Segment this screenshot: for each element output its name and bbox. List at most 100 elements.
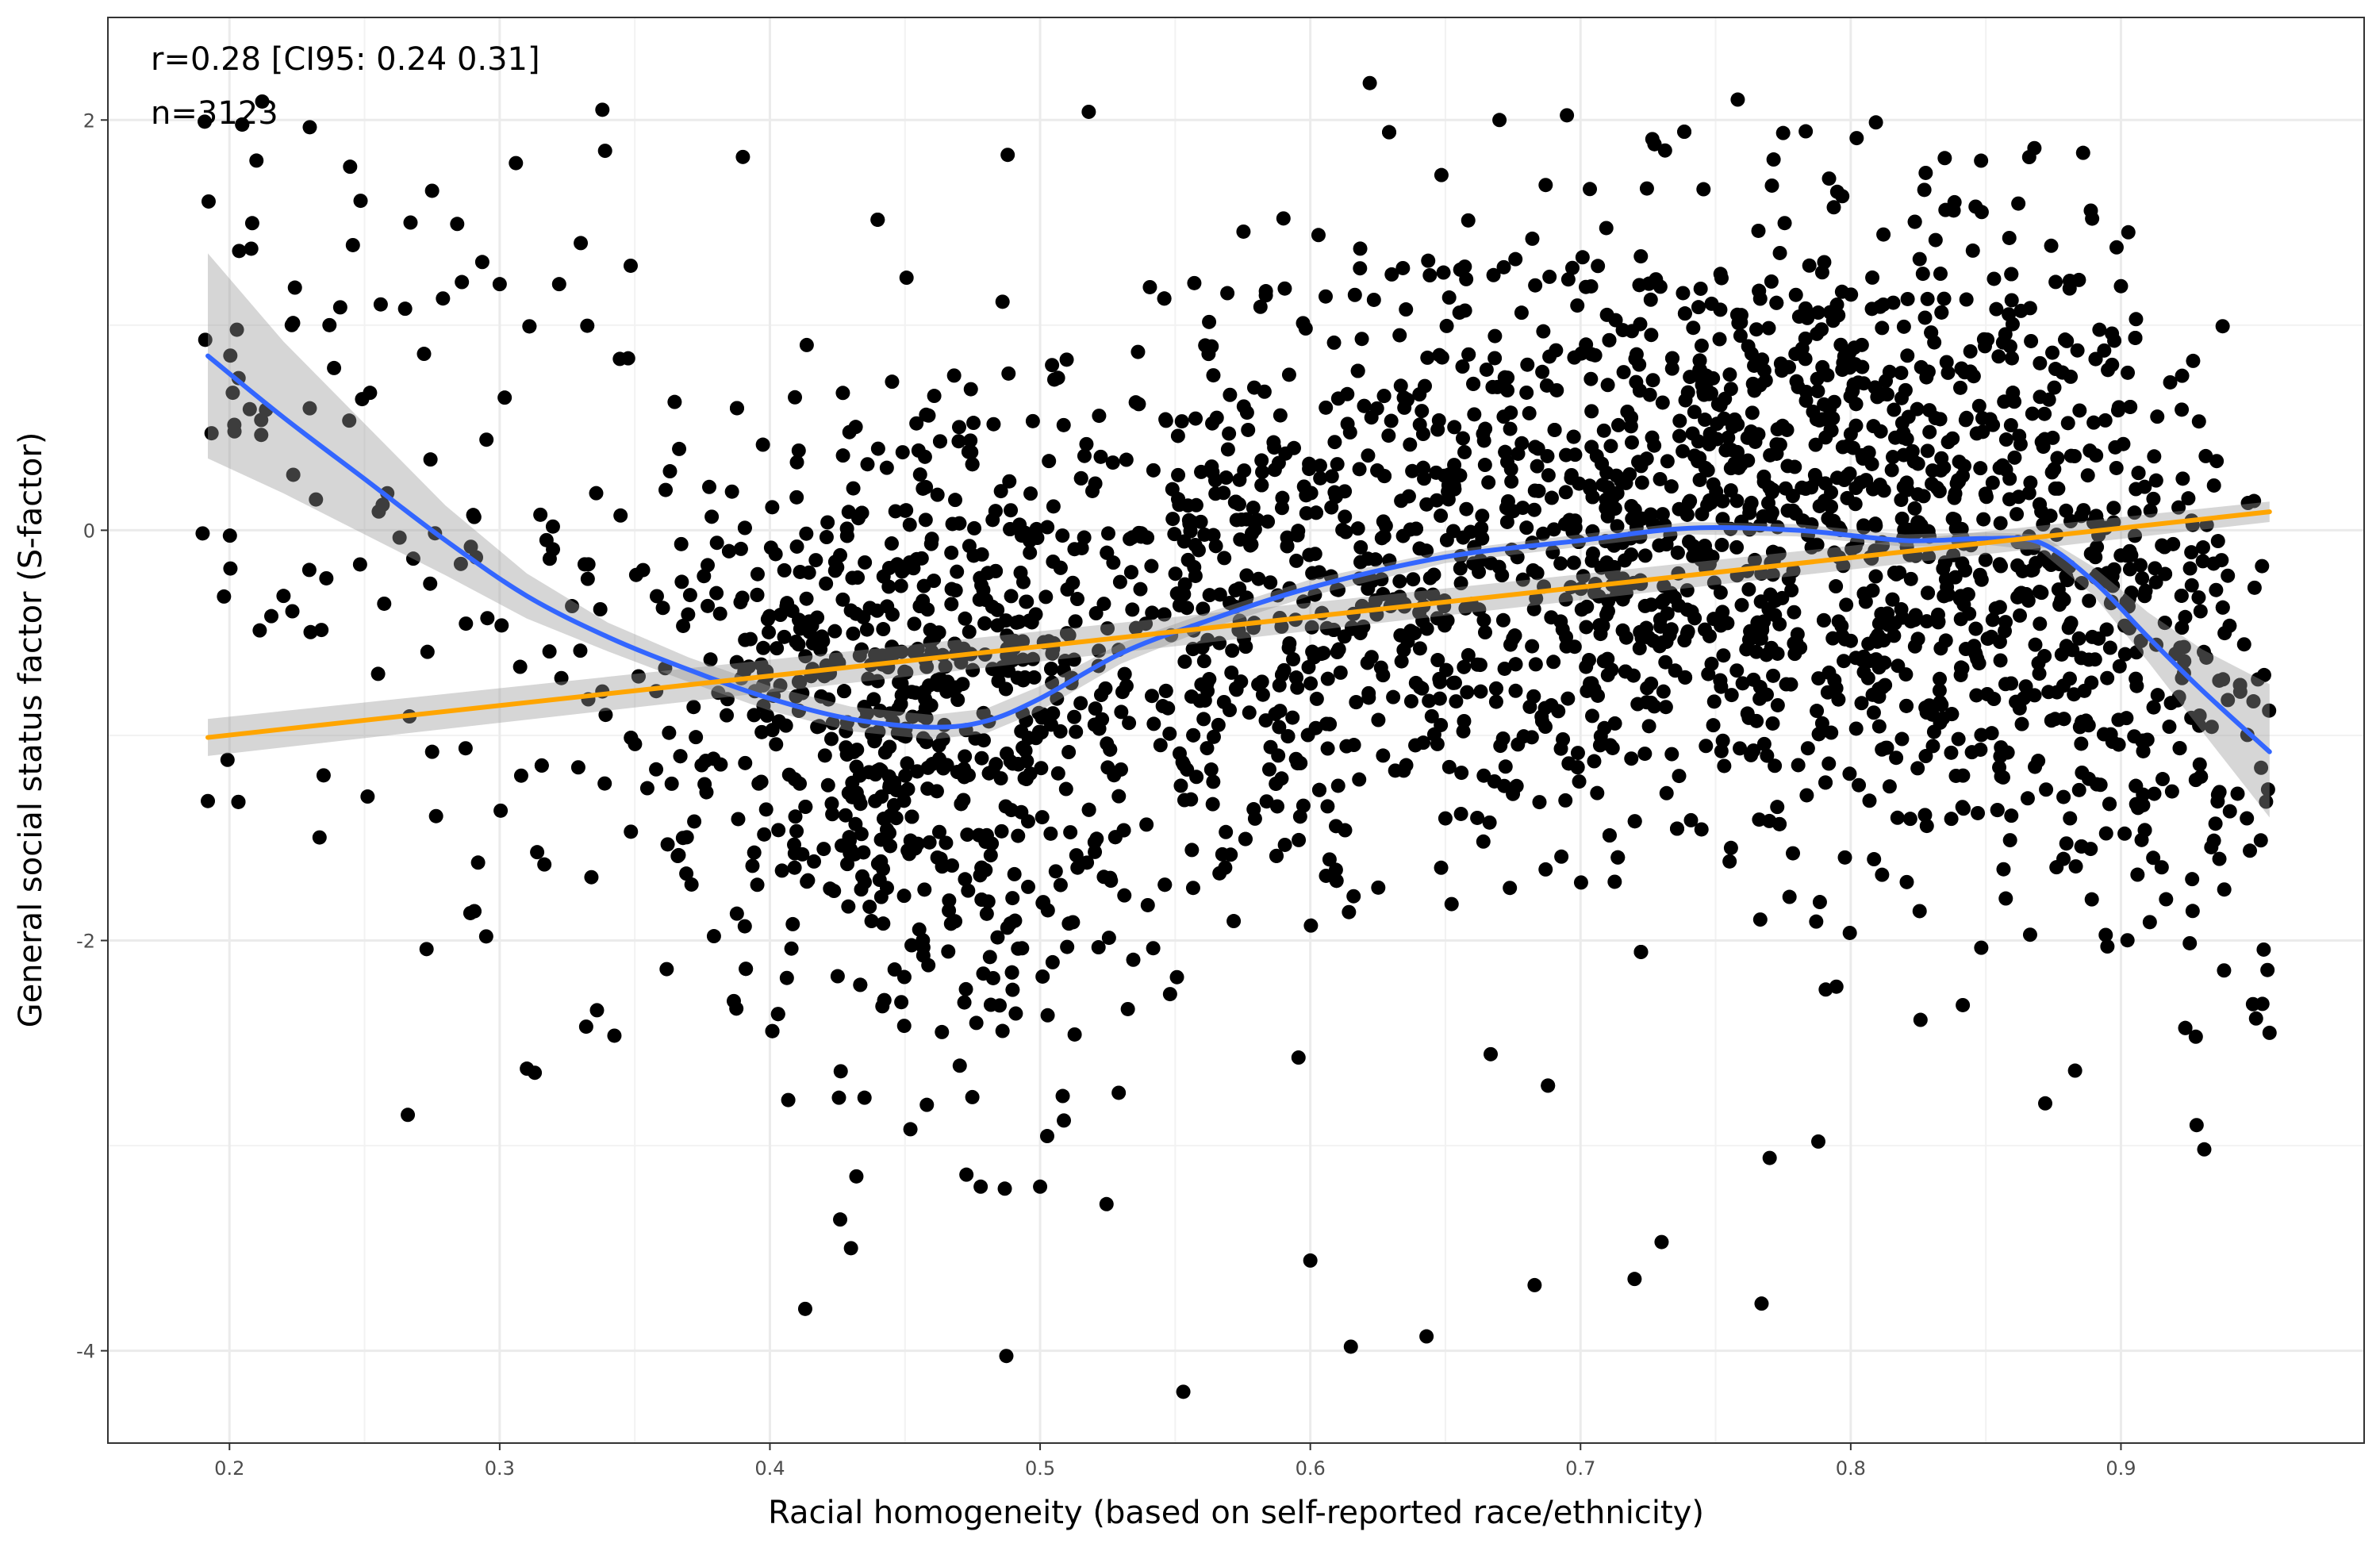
data-point xyxy=(2037,406,2052,421)
data-point xyxy=(1169,969,1184,985)
data-point xyxy=(1063,825,1078,840)
data-point xyxy=(1415,681,1430,696)
data-point xyxy=(1917,808,1933,823)
data-point xyxy=(264,608,279,624)
x-tick-label: 0.5 xyxy=(1025,1457,1055,1480)
data-point xyxy=(1837,850,1852,865)
data-point xyxy=(1244,526,1259,541)
data-point xyxy=(1415,460,1430,475)
data-point xyxy=(1829,979,1844,994)
data-point xyxy=(1103,742,1118,757)
data-point xyxy=(1944,745,1959,760)
data-point xyxy=(1770,697,1785,712)
data-point xyxy=(851,792,866,807)
data-point xyxy=(2054,647,2069,662)
data-point xyxy=(827,624,843,639)
data-point xyxy=(1605,536,1620,551)
data-point xyxy=(1610,486,1625,501)
data-point xyxy=(2192,718,2207,733)
data-point xyxy=(1677,306,1692,321)
data-point xyxy=(1111,789,1127,804)
data-point xyxy=(1957,459,1972,474)
data-point xyxy=(917,882,932,897)
data-point xyxy=(682,588,697,603)
data-point xyxy=(886,797,901,812)
data-point xyxy=(1600,604,1615,619)
data-point xyxy=(2178,1020,2193,1035)
data-point xyxy=(1526,689,1541,704)
data-point xyxy=(741,659,756,674)
data-point xyxy=(919,407,934,422)
data-point xyxy=(1730,92,1745,107)
data-point xyxy=(2150,409,2165,424)
data-point xyxy=(2129,312,2144,327)
data-point xyxy=(1246,501,1261,516)
data-point xyxy=(758,802,774,817)
data-point xyxy=(1554,849,1569,864)
data-point xyxy=(1934,305,1949,320)
data-point xyxy=(1954,361,1969,376)
data-point xyxy=(1209,410,1224,425)
data-point xyxy=(319,570,334,585)
data-point xyxy=(765,723,780,738)
data-point xyxy=(962,539,977,554)
data-point xyxy=(1848,721,1864,736)
data-point xyxy=(1692,451,1707,466)
data-point xyxy=(1692,353,1707,368)
data-point xyxy=(2262,703,2277,718)
data-point xyxy=(1865,482,1880,497)
data-point xyxy=(1538,862,1553,877)
data-point xyxy=(1453,561,1468,576)
data-point xyxy=(1894,731,1910,747)
data-point xyxy=(1744,495,1759,510)
data-point xyxy=(1324,500,1339,515)
data-point xyxy=(597,776,612,791)
data-point xyxy=(845,570,860,585)
data-point xyxy=(1827,545,1842,560)
data-point xyxy=(1798,384,1814,399)
data-point xyxy=(1453,576,1468,591)
data-point xyxy=(1091,940,1106,955)
data-point xyxy=(1530,566,1545,581)
data-point xyxy=(1503,881,1518,896)
data-point xyxy=(1269,848,1284,863)
data-point xyxy=(1713,397,1728,413)
data-point xyxy=(1691,300,1706,315)
data-point xyxy=(1920,291,1935,306)
data-point xyxy=(1960,587,1975,602)
data-point xyxy=(2100,939,2115,954)
data-point xyxy=(1865,270,1880,285)
data-point xyxy=(1924,325,1939,340)
data-point xyxy=(1584,404,1599,419)
data-point xyxy=(1503,421,1518,436)
data-point xyxy=(1886,295,1901,310)
data-point xyxy=(1395,260,1411,275)
data-point xyxy=(868,793,883,808)
data-point xyxy=(1035,710,1050,725)
data-point xyxy=(1558,592,1573,607)
data-point xyxy=(1695,507,1710,522)
data-point xyxy=(509,155,524,171)
data-point xyxy=(709,536,724,551)
data-point xyxy=(966,416,981,431)
data-point xyxy=(1775,590,1790,605)
data-point xyxy=(1894,366,1909,381)
data-point xyxy=(777,562,792,578)
data-point xyxy=(841,505,856,520)
data-point xyxy=(1734,514,1749,529)
data-point xyxy=(958,611,973,626)
data-point xyxy=(2260,962,2275,977)
data-point xyxy=(1409,521,1424,536)
data-point xyxy=(948,914,963,929)
data-point xyxy=(284,317,299,332)
data-point xyxy=(1985,612,2000,628)
data-point xyxy=(879,460,894,475)
data-point xyxy=(2004,808,2019,823)
data-point xyxy=(1694,552,1709,567)
data-point xyxy=(2056,789,2071,804)
data-point xyxy=(1229,512,1244,528)
data-point xyxy=(1188,537,1203,552)
data-point xyxy=(831,1090,846,1105)
data-point xyxy=(1128,620,1143,635)
data-point xyxy=(1526,601,1541,616)
